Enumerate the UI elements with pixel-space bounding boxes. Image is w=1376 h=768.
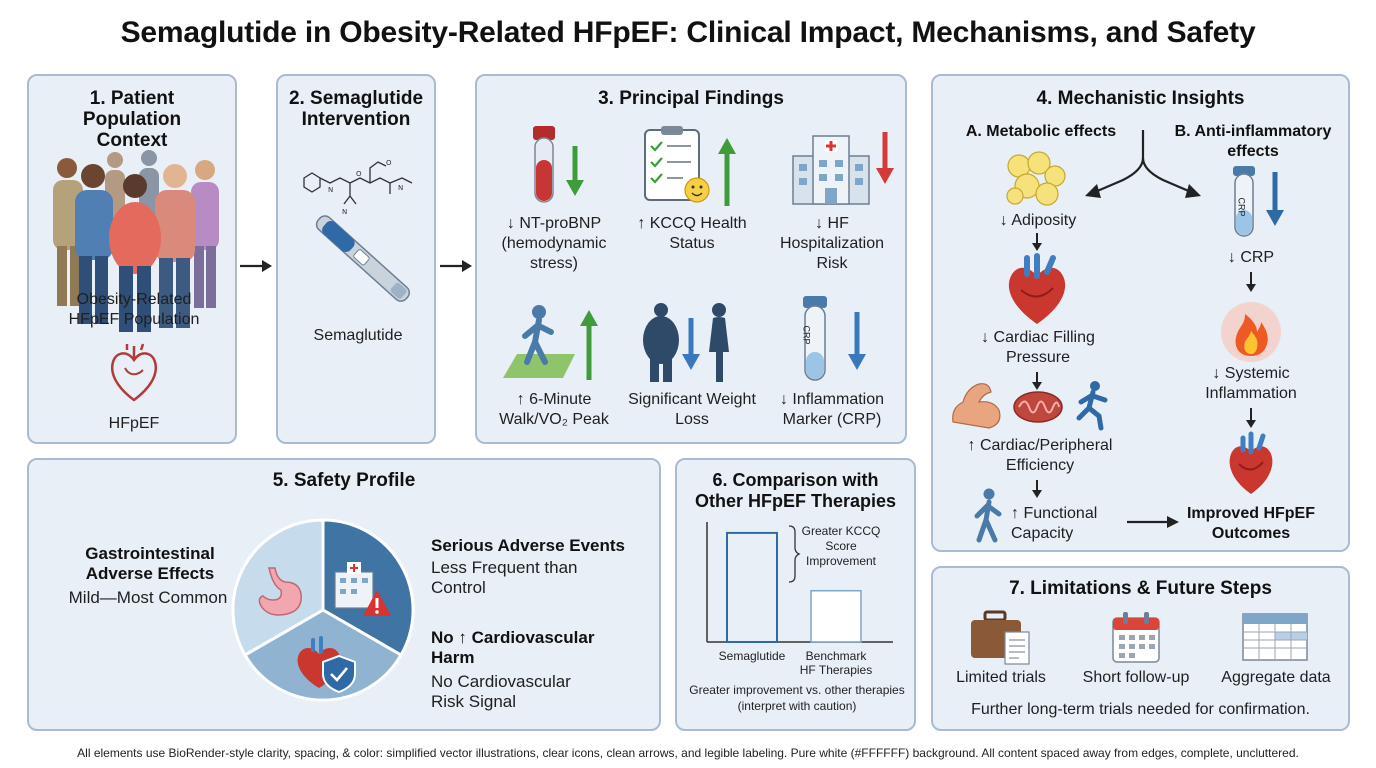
molecule-structure-icon: N O O N N (303, 159, 413, 216)
adiposity-label: ↓ Adiposity (999, 212, 1077, 229)
improved-outcomes-label: Improved HFpEF Outcomes (1186, 505, 1315, 542)
annotation-label-line: Score (825, 539, 857, 553)
svg-text:O: O (386, 159, 392, 167)
limitation-label: Short follow-up (1082, 669, 1190, 686)
briefcase-document-icon (971, 610, 1030, 665)
panel-1-title: 1. Patient Population Context (82, 88, 182, 151)
clipboard-checklist-icon (644, 126, 736, 206)
weight-loss-silhouettes-icon (643, 303, 729, 382)
panel-7-title: 7. Limitations & Future Steps (1009, 578, 1272, 599)
patient-group-icon (53, 150, 219, 332)
bar-0 (726, 531, 778, 644)
blood-tube-icon (533, 126, 584, 203)
panel-semaglutide-intervention: 2. Semaglutide Intervention N O O N N Semagl… (276, 74, 436, 444)
finding-label: Significant Weight Loss (628, 391, 756, 428)
x-tick-label: Semaglutide (719, 649, 786, 663)
down-arrow-icon (1246, 272, 1256, 292)
future-steps-note: Further long-term trials needed for conf… (971, 701, 1310, 718)
flow-arrow-icon (440, 260, 472, 272)
calendar-icon (1112, 612, 1160, 663)
page-title: Semaglutide in Obesity-Related HFpEF: Cl… (120, 16, 1256, 49)
panel-mechanistic-insights: 4. Mechanistic Insights A. Metabolic eff… (931, 74, 1350, 552)
finding-label: ↓ HF Hospitalization Risk (779, 215, 885, 272)
svg-text:N: N (342, 208, 347, 216)
crp-tube-label: CRP (1236, 197, 1247, 217)
metabolic-branch-label: A. Metabolic effects (965, 123, 1117, 140)
sae-subtitle: Less Frequent than Control (431, 558, 578, 597)
outcome-arrow-icon (1127, 516, 1179, 528)
panel-patient-population: 1. Patient Population Context Obesity-Re… (27, 74, 237, 444)
data-table-icon (1242, 613, 1308, 661)
functional-capacity-label: ↑ Functional Capacity (1011, 505, 1098, 542)
heart-anatomical-icon (1229, 431, 1273, 494)
gi-effects-subtitle: Mild—Most Common (68, 588, 228, 607)
muscle-arm-icon (952, 383, 1001, 429)
svg-text:O: O (356, 170, 362, 178)
filling-pressure-label: ↓ Cardiac Filling Pressure (981, 329, 1095, 366)
cv-harm-title: No ↑ Cardiovascular Harm (431, 628, 595, 667)
limitation-label: Aggregate data (1221, 669, 1331, 686)
crp-label: ↓ CRP (1227, 249, 1275, 266)
panel-5-title: 5. Safety Profile (272, 470, 416, 491)
panel-4-title: 4. Mechanistic Insights (1036, 88, 1245, 109)
comparison-caption: Greater improvement vs. other therapies … (689, 683, 905, 713)
panel-principal-findings: 3. Principal Findings ↓ NT-proBNP (hemod… (475, 74, 907, 444)
fat-cells-icon (1006, 151, 1066, 206)
hfpef-label: HFpEF (108, 415, 160, 432)
stomach-icon (258, 567, 302, 616)
finding-label: ↓ NT-proBNP (hemodynamic stress) (501, 215, 607, 272)
cv-harm-subtitle: No Cardiovascular Risk Signal (431, 672, 571, 711)
efficiency-label: ↑ Cardiac/Peripheral Efficiency (967, 437, 1113, 474)
panel-comparison: 6. Comparison with Other HFpEF Therapies… (675, 458, 916, 731)
bar-1 (810, 589, 862, 643)
mitochondria-icon (1013, 391, 1063, 423)
x-tick-label: Benchmark (806, 649, 868, 663)
population-label: Obesity-Related HFpEF Population (68, 291, 200, 328)
walking-person-icon (974, 488, 1002, 543)
x-tick-label: HF Therapies (800, 663, 872, 677)
annotation-label-line: Improvement (806, 554, 877, 568)
injection-pen-icon (315, 215, 410, 302)
gi-effects-title: Gastrointestinal Adverse Effects (85, 544, 215, 583)
panel-6-title: 6. Comparison with Other HFpEF Therapies (694, 470, 897, 511)
heart-anatomical-icon (1008, 253, 1066, 324)
walking-person-icon (503, 305, 598, 380)
heart-outline-icon (111, 343, 157, 402)
running-person-icon (1076, 381, 1108, 431)
svg-text:N: N (398, 184, 403, 192)
panel-2-title: 2. Semaglutide Intervention (288, 88, 424, 130)
panel-safety-profile: 5. Safety Profile Gastrointestinal Adver… (27, 458, 661, 731)
finding-label: ↓ Inflammation Marker (CRP) (779, 391, 885, 428)
flow-arrow-icon (240, 260, 272, 272)
finding-label: ↑ 6-Minute Walk/VO₂ Peak (499, 391, 609, 428)
hospital-icon (792, 132, 894, 205)
crp-tube-icon (1233, 166, 1284, 237)
flame-icon (1221, 302, 1281, 362)
finding-label: ↑ KCCQ Health Status (637, 215, 747, 252)
limitation-label: Limited trials (956, 669, 1046, 686)
semaglutide-label: Semaglutide (313, 327, 403, 344)
down-arrow-icon (1246, 408, 1256, 428)
crp-tube-label: CRP (801, 325, 812, 345)
svg-text:N: N (328, 186, 333, 194)
systemic-inflammation-label: ↓ Systemic Inflammation (1205, 365, 1297, 402)
down-arrow-icon (1032, 233, 1042, 251)
panel-3-title: 3. Principal Findings (598, 88, 784, 109)
sae-title: Serious Adverse Events (431, 536, 626, 555)
annotation-brace (788, 525, 801, 583)
annotation-label-line: Greater KCCQ (802, 524, 881, 538)
hospital-warning-icon (334, 562, 391, 616)
down-arrow-icon (1032, 480, 1042, 498)
branch-split-arrow-icon (1085, 130, 1201, 198)
down-arrow-icon (1032, 372, 1042, 390)
crp-tube-icon (803, 296, 866, 381)
footer-note: All elements use BioRender-style clarity… (77, 746, 1299, 760)
heart-shield-icon (297, 636, 356, 694)
panel-limitations: 7. Limitations & Future Steps Limited tr… (931, 566, 1350, 731)
anti-inflammatory-branch-label: B. Anti-inflammatory effects (1174, 123, 1332, 160)
safety-pie-chart (231, 518, 415, 702)
